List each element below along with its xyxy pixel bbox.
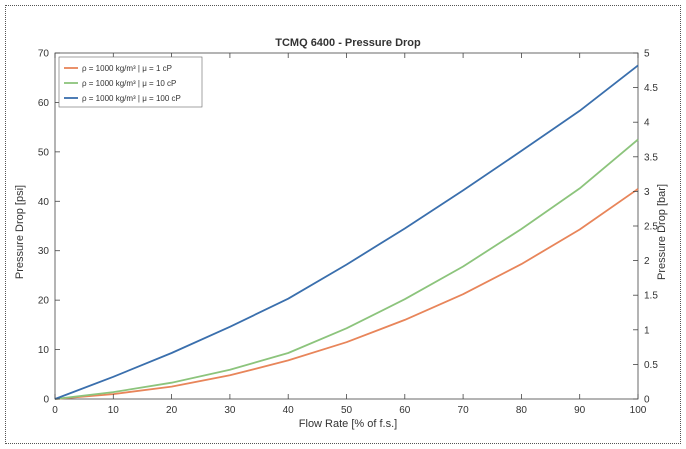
x-tick-label: 60 <box>399 405 411 416</box>
x-tick-label: 40 <box>283 405 295 416</box>
y-axis-label-right: Pressure Drop [bar] <box>656 184 668 280</box>
series-line-2 <box>54 138 639 400</box>
legend-label-3: ρ = 1000 kg/m³ | μ = 100 cP <box>82 94 181 103</box>
x-tick-label: 80 <box>516 405 528 416</box>
y-tick-label-right: 0.5 <box>644 360 658 371</box>
y-tick-label-right: 3.5 <box>644 152 658 163</box>
legend-label-2: ρ = 1000 kg/m³ | μ = 10 cP <box>82 79 176 88</box>
legend-label-1: ρ = 1000 kg/m³ | μ = 1 cP <box>82 64 172 73</box>
y-tick-label-right: 0 <box>644 395 650 406</box>
y-tick-label-left: 10 <box>38 345 50 356</box>
y-tick-label-left: 40 <box>38 197 50 208</box>
x-axis-label: Flow Rate [% of f.s.] <box>299 418 397 430</box>
chart-title: TCMQ 6400 - Pressure Drop <box>275 37 421 49</box>
x-tick-label: 50 <box>341 405 353 416</box>
y-tick-label-left: 20 <box>38 296 50 307</box>
x-tick-label: 30 <box>224 405 236 416</box>
y-axis-label-left: Pressure Drop [psi] <box>14 185 26 279</box>
series-line-3 <box>54 64 639 400</box>
figure-frame: TCMQ 6400 - Pressure Drop 0 10 20 30 40 50 60 7… <box>5 5 681 444</box>
x-tick-label: 10 <box>108 405 120 416</box>
x-tick-label: 100 <box>630 405 647 416</box>
series-line-1 <box>54 188 639 400</box>
y-tick-label-right: 1.5 <box>644 291 658 302</box>
legend-box <box>58 56 203 108</box>
x-tick-label: 20 <box>166 405 178 416</box>
y-tick-label-right: 4 <box>644 118 650 129</box>
y-tick-label-left: 50 <box>38 147 50 158</box>
x-tick-label: 0 <box>52 405 58 416</box>
y-tick-label-right: 5 <box>644 49 650 60</box>
y-tick-label-right: 2.5 <box>644 222 658 233</box>
y-tick-label-right: 1 <box>644 325 650 336</box>
y-tick-label-right: 3 <box>644 187 650 198</box>
y-tick-label-left: 0 <box>43 395 49 406</box>
y-tick-label-right: 2 <box>644 256 650 267</box>
x-tick-label: 90 <box>574 405 586 416</box>
y-tick-label-left: 30 <box>38 246 50 257</box>
y-tick-label-left: 70 <box>38 49 50 60</box>
pressure-drop-chart: TCMQ 6400 - Pressure Drop 0 10 20 30 40 50 60 7… <box>14 37 668 430</box>
x-tick-label: 70 <box>458 405 470 416</box>
y-tick-label-right: 4.5 <box>644 83 658 94</box>
y-tick-label-left: 60 <box>38 98 50 109</box>
